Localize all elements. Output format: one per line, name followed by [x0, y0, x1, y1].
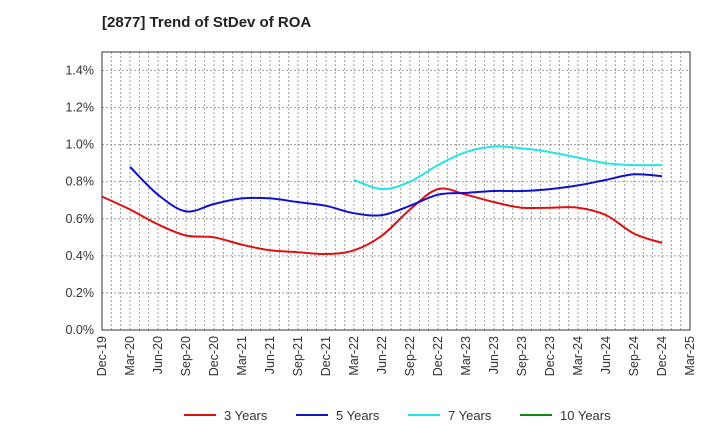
series-line-7-years: [353, 145, 663, 191]
x-tick-label: Dec-20: [207, 336, 221, 376]
x-tick-label: Sep-21: [291, 336, 305, 376]
x-tick-label: Sep-20: [179, 336, 193, 376]
grid-lines: [101, 52, 691, 331]
x-tick-label: Jun-21: [263, 336, 277, 374]
legend-label: 10 Years: [560, 408, 611, 423]
y-tick-label: 0.6%: [66, 212, 95, 226]
series-line-3-years: [101, 187, 663, 256]
x-tick-label: Dec-22: [431, 336, 445, 376]
x-tick-label: Dec-19: [95, 336, 109, 376]
x-axis-ticks: Dec-19 Mar-20 Jun-20 Sep-20 Dec-20 Mar-21 Jun-…: [95, 336, 697, 376]
x-tick-label: Mar-24: [571, 336, 585, 376]
x-tick-label: Jun-24: [599, 336, 613, 374]
x-tick-label: Jun-23: [487, 336, 501, 374]
x-tick-label: Dec-21: [319, 336, 333, 376]
y-tick-label: 1.4%: [66, 64, 95, 78]
x-tick-label: Sep-23: [515, 336, 529, 376]
x-tick-label: Sep-22: [403, 336, 417, 376]
series-line-5-years: [129, 166, 663, 217]
y-tick-label: 0.0%: [66, 323, 95, 337]
x-tick-label: Mar-23: [459, 336, 473, 376]
legend-label: 5 Years: [336, 408, 380, 423]
x-tick-label: Mar-20: [123, 336, 137, 376]
x-tick-label: Mar-22: [347, 336, 361, 376]
x-tick-label: Sep-24: [627, 336, 641, 376]
plot-area: [101, 51, 691, 331]
y-axis-ticks: 0.0% 0.2% 0.4% 0.6% 0.8% 1.0% 1.2% 1.4%: [66, 64, 95, 337]
y-tick-label: 1.2%: [66, 101, 95, 115]
x-tick-label: Jun-22: [375, 336, 389, 374]
x-tick-label: Mar-21: [235, 336, 249, 376]
chart-title: [2877] Trend of StDev of ROA: [102, 14, 312, 31]
legend-label: 7 Years: [448, 408, 492, 423]
y-tick-label: 1.0%: [66, 138, 95, 152]
x-tick-label: Dec-24: [655, 336, 669, 376]
x-tick-label: Jun-20: [151, 336, 165, 374]
series-lines: [101, 145, 663, 256]
y-tick-label: 0.2%: [66, 286, 95, 300]
y-tick-label: 0.8%: [66, 175, 95, 189]
legend: 3 Years 5 Years 7 Years 10 Years: [184, 408, 611, 423]
x-tick-label: Mar-25: [683, 336, 697, 376]
x-tick-label: Dec-23: [543, 336, 557, 376]
legend-label: 3 Years: [224, 408, 268, 423]
y-tick-label: 0.4%: [66, 249, 95, 263]
